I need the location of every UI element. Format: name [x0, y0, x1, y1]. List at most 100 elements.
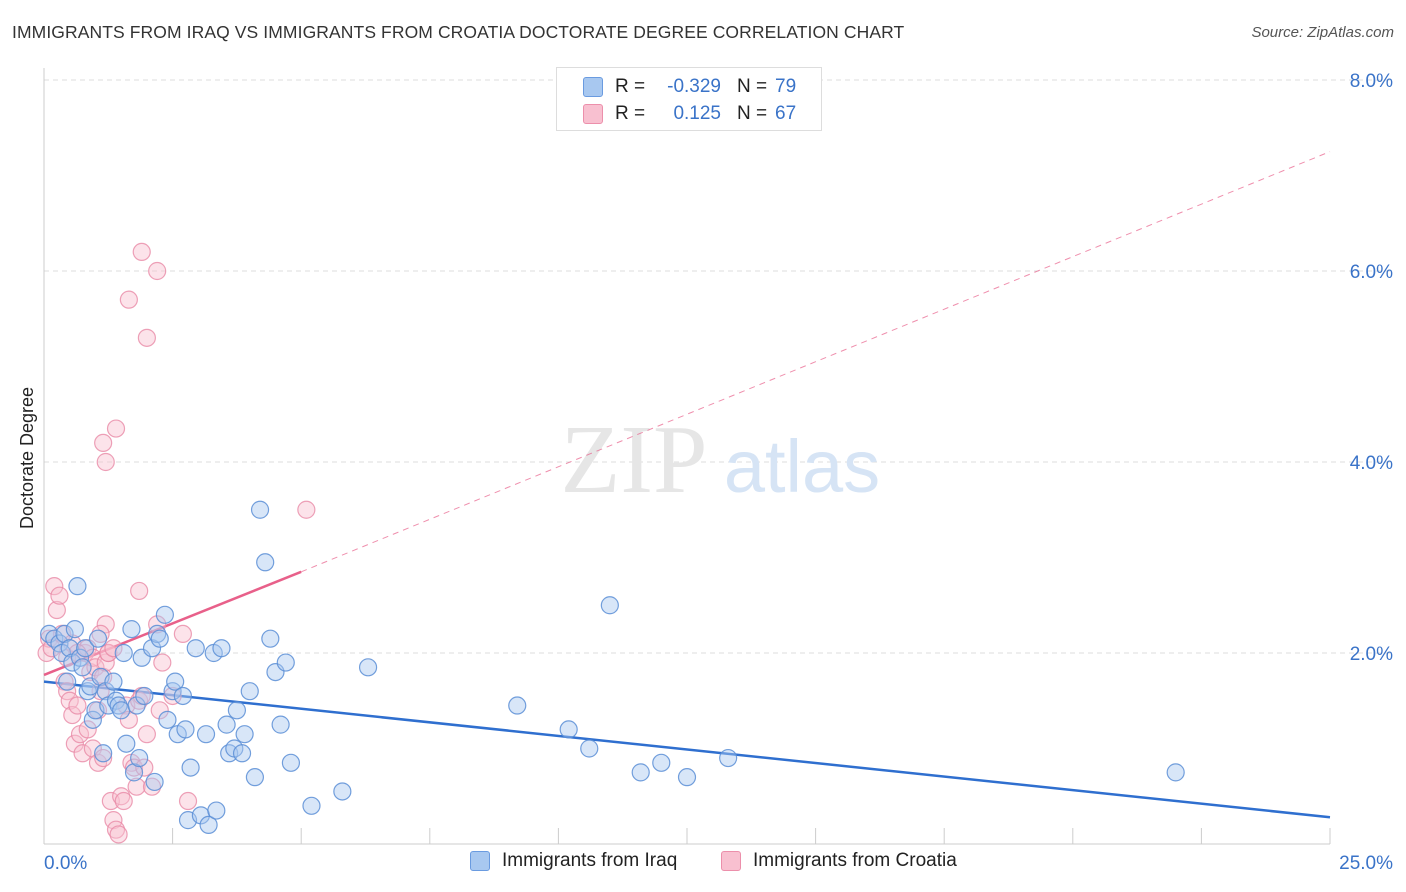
data-point-croatia	[127, 777, 146, 796]
legend-r-value-croatia: 0.125	[673, 103, 721, 124]
data-point-iraq	[232, 744, 252, 763]
data-point-iraq	[333, 782, 352, 801]
legend-swatch-croatia	[721, 851, 741, 871]
legend-swatch-iraq	[583, 77, 603, 97]
data-point-iraq	[559, 720, 578, 739]
data-point-iraq	[109, 696, 128, 715]
data-point-croatia	[78, 720, 97, 739]
data-point-croatia	[119, 710, 138, 729]
data-point-iraq	[207, 801, 226, 820]
data-point-iraq	[124, 763, 144, 782]
data-point-iraq	[600, 596, 619, 615]
data-point-iraq	[73, 658, 92, 677]
data-point-croatia	[101, 791, 120, 811]
data-point-iraq	[155, 605, 174, 624]
data-point-croatia	[106, 820, 126, 839]
data-point-iraq	[245, 768, 265, 787]
data-point-iraq	[302, 796, 321, 815]
legend-swatch-croatia	[583, 104, 603, 124]
data-point-iraq	[148, 624, 167, 644]
source-label: Source: ZipAtlas.com	[1251, 24, 1394, 41]
tick-labels: 2.0% 4.0% 6.0% 8.0% 0.0% 25.0%	[44, 71, 1393, 874]
data-point-iraq	[65, 620, 84, 639]
data-point-iraq	[276, 653, 295, 672]
y-tick-label: 6.0%	[1350, 262, 1393, 283]
data-point-croatia	[45, 577, 64, 596]
data-point-iraq	[166, 672, 185, 691]
data-point-iraq	[256, 553, 275, 572]
data-point-croatia	[148, 261, 167, 281]
data-point-croatia	[65, 734, 84, 753]
data-point-croatia	[178, 791, 198, 811]
legend-row-croatia: R = 0.125 N = 67	[557, 100, 796, 128]
x-tick-label: 0.0%	[44, 853, 87, 874]
data-point-iraq	[631, 763, 650, 782]
watermark: ZIP atlas	[561, 406, 881, 514]
data-point-croatia	[96, 452, 115, 472]
trend-line-croatia	[43, 570, 302, 677]
legend-label-iraq: Immigrants from Iraq	[502, 850, 678, 871]
data-point-croatia	[94, 433, 113, 452]
data-point-croatia	[68, 696, 87, 715]
legend-n-label: N =	[737, 103, 768, 124]
data-point-iraq	[158, 710, 177, 729]
data-point-iraq	[58, 672, 77, 691]
legend-n-value-iraq: 79	[775, 76, 797, 97]
legend-r-value-iraq: -0.329	[667, 76, 721, 97]
data-point-croatia	[150, 701, 169, 720]
data-point-iraq	[250, 500, 270, 519]
data-point-croatia	[137, 725, 156, 744]
x-tick-label: 25.0%	[1339, 853, 1393, 874]
data-point-iraq	[114, 643, 133, 663]
data-point-croatia	[153, 653, 172, 672]
data-point-croatia	[112, 787, 131, 806]
data-point-iraq	[1166, 763, 1185, 782]
watermark-atlas: atlas	[724, 425, 880, 508]
data-point-iraq	[580, 739, 599, 758]
data-point-croatia	[114, 791, 133, 811]
data-point-iraq	[652, 753, 671, 772]
chart-title: IMMIGRANTS FROM IRAQ VS IMMIGRANTS FROM …	[12, 22, 905, 42]
data-point-croatia	[47, 600, 66, 620]
data-point-croatia	[297, 500, 316, 519]
data-point-iraq	[94, 744, 113, 763]
data-point-croatia	[142, 777, 162, 796]
legend-item-iraq[interactable]: Immigrants from Iraq	[470, 850, 677, 872]
data-point-iraq	[261, 629, 280, 648]
data-point-croatia	[173, 624, 192, 644]
data-point-iraq	[78, 682, 97, 701]
data-point-croatia	[137, 328, 156, 347]
trend-line-iraq	[43, 680, 1331, 819]
data-point-iraq	[122, 620, 141, 639]
data-point-iraq	[68, 577, 87, 596]
data-point-croatia	[124, 758, 144, 777]
data-point-croatia	[50, 586, 69, 605]
data-point-iraq	[150, 629, 169, 648]
data-point-iraq	[719, 748, 738, 768]
data-point-iraq	[135, 686, 154, 706]
data-point-iraq	[127, 696, 146, 715]
data-point-croatia	[106, 419, 126, 438]
data-point-croatia	[148, 615, 167, 634]
data-point-croatia	[73, 744, 92, 763]
data-point-iraq	[358, 658, 378, 677]
data-point-iraq	[186, 639, 205, 658]
legend-r-label: R =	[615, 76, 646, 97]
y-tick-label: 4.0%	[1350, 453, 1393, 474]
data-point-iraq	[104, 672, 123, 691]
data-point-croatia	[91, 624, 110, 644]
legend-n-label: N =	[737, 76, 768, 97]
data-point-iraq	[199, 815, 218, 835]
legend-item-croatia[interactable]: Immigrants from Croatia	[721, 850, 957, 872]
legend-label-croatia: Immigrants from Croatia	[753, 850, 957, 871]
gridlines	[44, 79, 1392, 654]
data-point-iraq	[106, 691, 126, 710]
iraq-points	[40, 500, 1185, 835]
data-point-croatia	[163, 686, 182, 706]
data-point-iraq	[76, 639, 95, 658]
data-point-croatia	[86, 658, 105, 677]
data-point-iraq	[240, 682, 259, 701]
legend-r-label: R =	[615, 103, 646, 124]
data-point-iraq	[217, 715, 236, 734]
data-point-croatia	[96, 615, 115, 634]
